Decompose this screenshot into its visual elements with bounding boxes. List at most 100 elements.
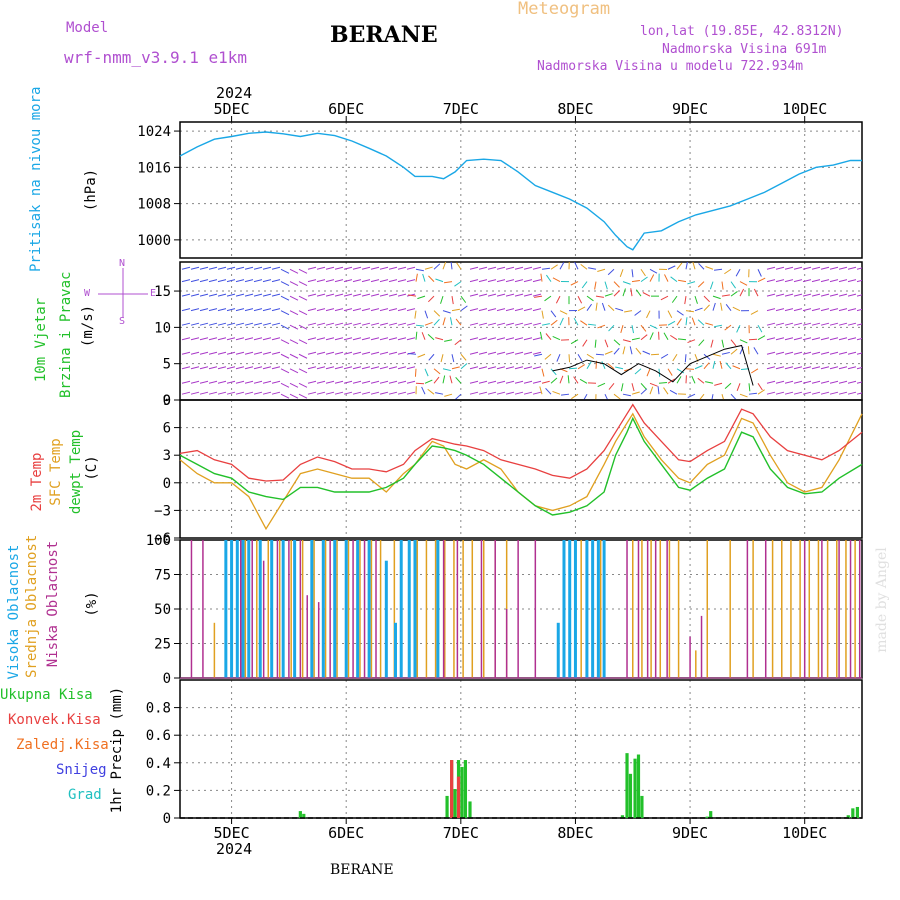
precip-total-bar <box>298 811 302 818</box>
wind-barb <box>709 281 714 290</box>
wind-barb <box>550 319 558 326</box>
wind-barb <box>262 337 272 341</box>
wind-barb <box>334 380 344 384</box>
wind-barb <box>442 368 451 372</box>
wind-barb <box>640 276 648 283</box>
wind-barb <box>253 380 263 384</box>
wind-barb <box>620 325 624 334</box>
wind-barb <box>307 366 317 370</box>
wind-barb <box>208 279 218 283</box>
wind-barb <box>406 380 416 384</box>
wind-barb <box>820 279 830 283</box>
top-xtick-label: 10DEC <box>782 100 827 118</box>
wind-barb <box>307 308 317 312</box>
wind-barb <box>379 391 389 395</box>
model-name: wrf-nmm_v3.9.1 e1km <box>64 48 248 67</box>
bottom-year-label: 2024 <box>216 840 253 858</box>
wind-barb <box>811 293 821 297</box>
wind-barb <box>721 351 730 355</box>
wind-barb <box>650 353 660 356</box>
wind-barb <box>550 377 558 384</box>
wind-barb <box>559 310 568 315</box>
precip-total-bar <box>709 811 713 818</box>
wind-barb <box>307 337 317 341</box>
wind-barb <box>514 380 524 384</box>
wind-barb <box>307 322 317 326</box>
wind-barb <box>289 324 299 330</box>
wind-barb <box>262 308 272 312</box>
wind-barb <box>622 346 626 355</box>
wind-barb <box>435 392 444 395</box>
wind-barb <box>622 339 631 343</box>
wind-barb <box>280 368 290 374</box>
precip-conv-bar <box>450 760 454 818</box>
wind-barb <box>316 391 326 395</box>
wind-barb <box>406 308 416 312</box>
wind-barb <box>757 269 762 277</box>
wind-barb <box>208 391 218 395</box>
wind-barb <box>505 337 515 341</box>
wind-barb <box>595 295 604 298</box>
wind-barb <box>667 310 673 318</box>
precip-total-bar <box>453 789 457 818</box>
wind-barb <box>325 380 335 384</box>
wind-barb <box>208 351 218 355</box>
wind-barb <box>478 266 488 270</box>
cloud-high-bar <box>384 560 388 678</box>
wind-barb <box>649 332 654 340</box>
wind-barb <box>793 337 803 341</box>
t2m-line <box>179 403 863 482</box>
wind-barb <box>190 279 200 283</box>
wind-barb <box>370 279 380 283</box>
wind-barb <box>571 393 579 400</box>
wind-barb <box>343 279 353 283</box>
wind-barb <box>582 339 588 347</box>
wind-barb <box>766 322 776 326</box>
precip-conv-bar <box>456 776 461 818</box>
cloud-ytick-label: 25 <box>154 637 171 653</box>
wind-barb <box>766 266 776 270</box>
wind-barb <box>523 308 533 312</box>
wind-barb <box>199 366 209 370</box>
wind-barb <box>217 266 227 270</box>
cloud-ytick-label: 75 <box>154 568 171 584</box>
wind-barb <box>440 354 444 363</box>
wind-barb <box>325 293 335 297</box>
wind-barb <box>455 318 462 326</box>
watermark: made by Angel <box>874 547 890 653</box>
wind-barb <box>550 368 557 376</box>
cloud-high-bar <box>399 540 403 678</box>
wind-barb <box>379 351 389 355</box>
top-xtick-label: 8DEC <box>557 100 593 118</box>
wind-barb <box>450 262 453 270</box>
wind-barb <box>352 351 362 355</box>
wind-barb <box>597 382 606 388</box>
wind-barb <box>451 296 454 305</box>
wind-barb <box>316 322 326 326</box>
wind-barb <box>244 337 254 341</box>
wind-barb <box>829 351 839 355</box>
wind-barb <box>793 279 803 283</box>
wind-barb <box>724 324 732 331</box>
wind-barb <box>424 368 429 377</box>
bottom-xtick-label: 7DEC <box>443 824 479 842</box>
wind-barb <box>534 353 543 357</box>
wind-barb <box>226 366 236 370</box>
wind-barb <box>397 351 407 355</box>
top-xtick-label: 5DEC <box>214 100 250 118</box>
pressure-frame <box>179 121 863 259</box>
wind-barb <box>361 366 371 370</box>
wind-barb <box>642 350 651 355</box>
wind-barb <box>532 279 542 283</box>
wind-barb <box>181 380 191 384</box>
wind-barb <box>505 322 515 326</box>
wind-barb <box>685 368 695 370</box>
wind-barb <box>577 364 586 370</box>
wind-barb <box>732 306 741 312</box>
wind-barb <box>552 277 561 283</box>
wind-barb <box>408 294 417 297</box>
wind-barb <box>469 366 479 370</box>
wind-barb <box>334 322 344 326</box>
temp-2m-label: 2m Temp <box>29 452 45 512</box>
wind-barb <box>514 293 524 297</box>
